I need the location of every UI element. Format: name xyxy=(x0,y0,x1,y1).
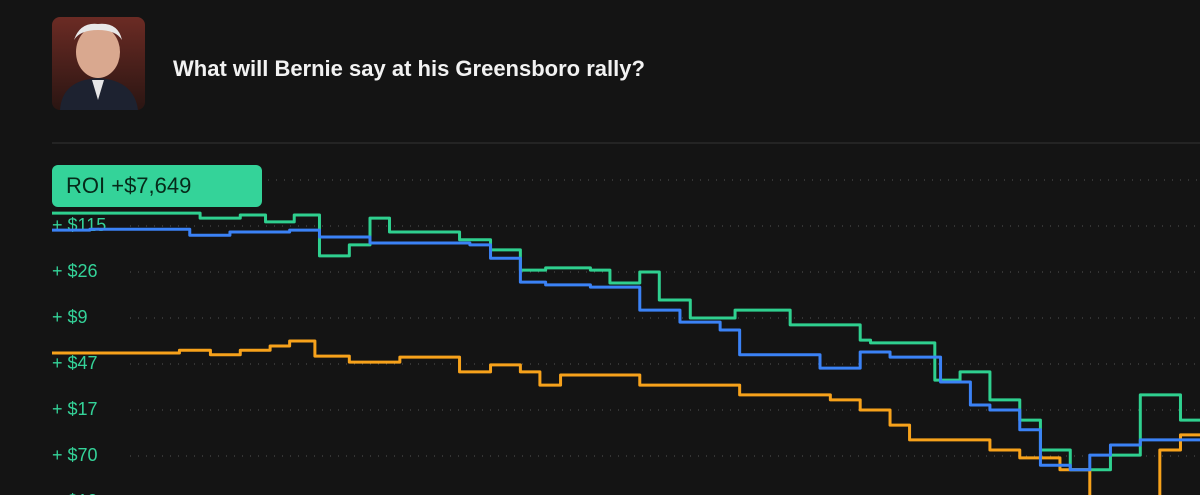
y-tick-label: + $9 xyxy=(52,307,88,327)
roi-badge: ROI +$7,649 xyxy=(52,165,262,207)
y-tick-label: + $47 xyxy=(52,353,98,373)
series-line xyxy=(52,211,1200,472)
badge-bg xyxy=(52,165,262,207)
y-tick-label: + $115 xyxy=(52,215,106,235)
y-tick-label: + $26 xyxy=(52,261,98,281)
y-tick-label: + $17 xyxy=(52,399,98,419)
series-line xyxy=(52,227,1200,472)
avatar xyxy=(52,17,145,110)
y-tick-label: + $70 xyxy=(52,445,98,465)
lines xyxy=(52,211,1200,495)
badge-text: ROI +$7,649 xyxy=(66,173,191,198)
y-tick-label: + $10 xyxy=(52,491,98,495)
market-title: What will Bernie say at his Greensboro r… xyxy=(173,56,645,81)
